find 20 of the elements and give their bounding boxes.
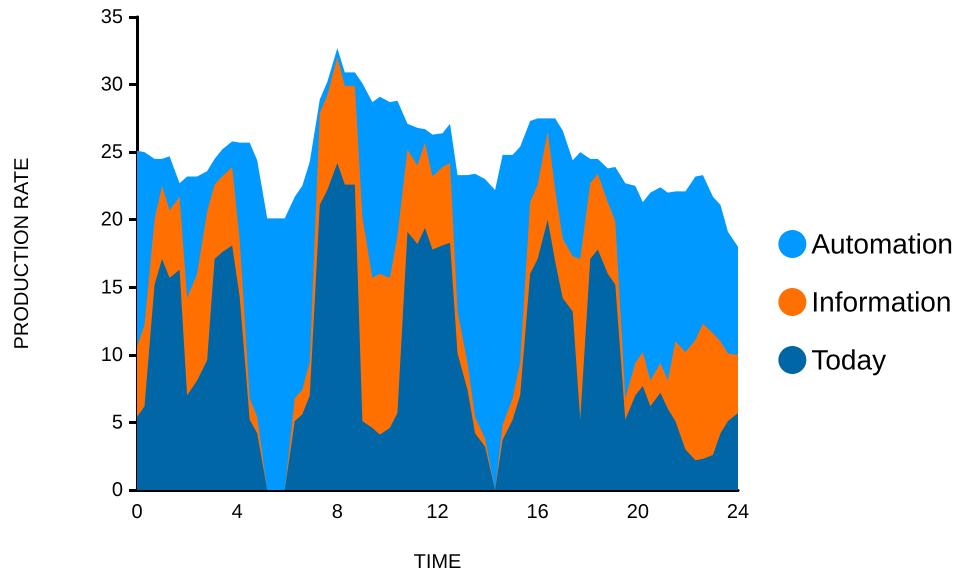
x-tick-label: 0	[131, 501, 143, 523]
x-tick-label: 4	[232, 501, 243, 523]
y-tick-label: 15	[100, 276, 123, 298]
x-tick-label: 24	[726, 501, 750, 523]
y-axis-title: PRODUCTION RATE	[11, 158, 33, 350]
x-axis-title: TIME	[414, 551, 462, 573]
y-tick-label: 10	[100, 344, 123, 366]
x-tick-label: 16	[526, 501, 549, 523]
x-tick-label: 20	[626, 501, 649, 523]
y-tick-label: 0	[112, 479, 123, 501]
legend-label: Automation	[811, 228, 953, 260]
x-tick-label: 8	[332, 501, 343, 523]
legend-label: Information	[811, 286, 952, 318]
y-tick-label: 35	[100, 6, 123, 28]
y-tick-label: 20	[100, 208, 123, 231]
y-tick-label: 30	[100, 74, 123, 96]
x-tick-label: 12	[426, 501, 449, 523]
y-tick-label: 25	[100, 141, 123, 164]
legend-label: Today	[811, 344, 886, 376]
y-tick-label: 5	[112, 411, 123, 434]
